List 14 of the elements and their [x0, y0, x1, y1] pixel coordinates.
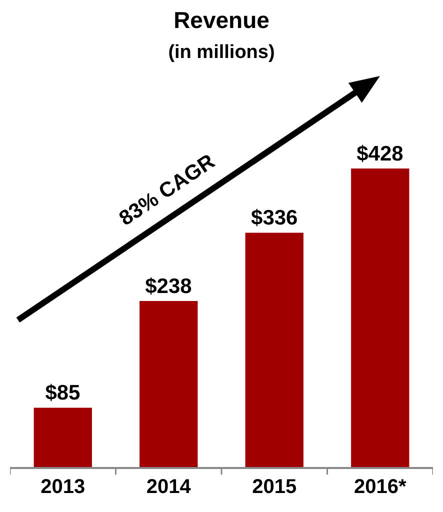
bar — [34, 408, 92, 467]
chart-title: Revenue — [174, 7, 270, 34]
bar — [245, 232, 304, 467]
chart-subtitle: (in millions) — [168, 42, 275, 64]
bar — [351, 168, 410, 467]
data-label: $428 — [356, 142, 404, 166]
data-label: $238 — [145, 275, 192, 298]
bar — [140, 301, 198, 467]
x-tick-label: 2015 — [252, 476, 297, 498]
x-tick-label: 2014 — [146, 476, 192, 498]
x-tick-label: 2016* — [354, 476, 406, 498]
data-label: $336 — [251, 206, 298, 230]
x-tick-label: 2013 — [40, 476, 86, 498]
data-label: $85 — [45, 382, 81, 405]
